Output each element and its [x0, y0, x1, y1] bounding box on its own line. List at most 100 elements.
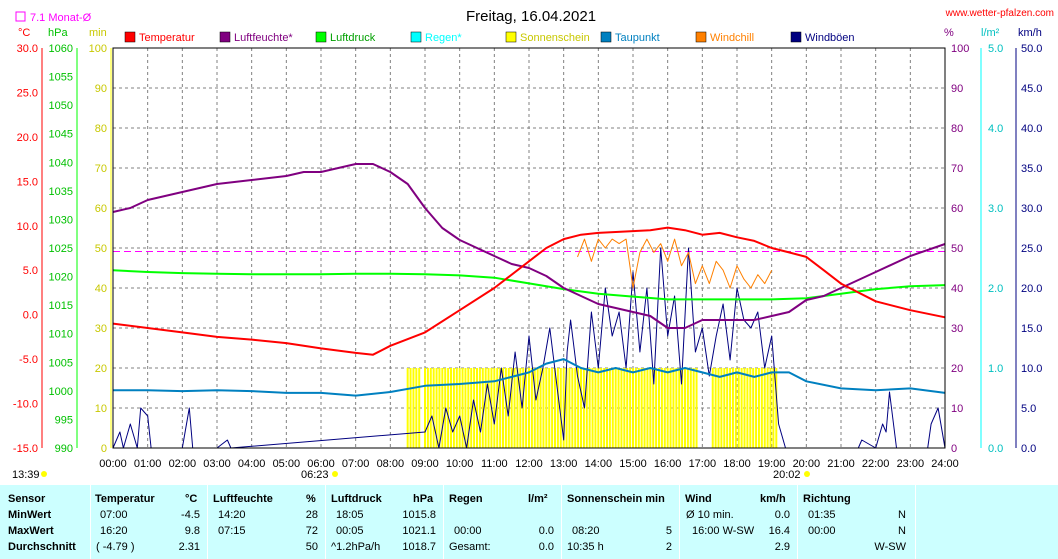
sunshine-value: 2	[665, 541, 672, 553]
humidity-value: 28	[305, 509, 318, 521]
sunset-time: 20:02	[773, 469, 801, 481]
y-tick-label-rain_l_m2: 2.0	[988, 283, 1003, 295]
column-divider	[915, 485, 916, 559]
y-tick-label-rain_l_m2: 3.0	[988, 203, 1003, 215]
y-tick-label-wind_kmh: 30.0	[1021, 203, 1042, 215]
legend-swatch	[790, 31, 802, 43]
y-tick-label-humidity_pct: 0	[951, 443, 957, 455]
y-tick-label-pressure_hpa: 1055	[49, 72, 73, 84]
x-tick-label: 04:00	[238, 458, 266, 470]
y-tick-label-pressure_hpa: 1000	[49, 386, 73, 398]
y-tick-label-pressure_hpa: 995	[55, 414, 73, 426]
row-label: MinWert	[8, 509, 52, 521]
y-tick-label-humidity_pct: 60	[951, 203, 963, 215]
x-tick-label: 03:00	[203, 458, 231, 470]
header-rain: Regen	[449, 493, 483, 505]
temp-value: 9.8	[184, 525, 200, 537]
y-tick-label-pressure_hpa: 1050	[49, 100, 73, 112]
header-rain-unit: l/m²	[528, 493, 548, 505]
column-divider	[443, 485, 444, 559]
x-tick-label: 19:00	[758, 458, 786, 470]
y-tick-label-humidity_pct: 30	[951, 323, 963, 335]
y-tick-label-sunshine_min: 0	[101, 443, 107, 455]
y-tick-label-temperature_c: -10.0	[13, 399, 38, 411]
statistics-table: Sensor Temperatur °C Luftfeuchte % Luftd…	[0, 485, 1058, 559]
header-temperature-unit: °C	[185, 493, 198, 505]
y-tick-label-pressure_hpa: 1020	[49, 272, 73, 284]
pressure-value: 1021.1	[402, 525, 436, 537]
header-direction: Richtung	[803, 493, 851, 505]
legend-swatch	[695, 31, 707, 43]
pressure-time: 00:05	[336, 525, 364, 537]
site-url: www.wetter-pfalzen.com	[945, 8, 1054, 19]
weather-chart: Freitag, 16.04.2021 www.wetter-pfalzen.c…	[12, 8, 1054, 481]
y-tick-label-wind_kmh: 25.0	[1021, 243, 1042, 255]
y-tick-label-humidity_pct: 70	[951, 163, 963, 175]
humidity-time: 07:15	[218, 525, 246, 537]
y-tick-label-temperature_c: -15.0	[13, 443, 38, 455]
y-tick-label-wind_kmh: 40.0	[1021, 123, 1042, 135]
y-tick-label-wind_kmh: 5.0	[1021, 403, 1036, 415]
row-label: MaxWert	[8, 525, 54, 537]
series-line-luftfeuchte	[112, 163, 946, 329]
x-tick-label: 18:00	[723, 458, 751, 470]
wind-value: 0.0	[774, 509, 790, 521]
legend-label: Windchill	[710, 32, 754, 44]
y-tick-label-wind_kmh: 15.0	[1021, 323, 1042, 335]
y-tick-label-sunshine_min: 50	[95, 243, 107, 255]
y-tick-label-sunshine_min: 30	[95, 323, 107, 335]
y-tick-label-humidity_pct: 40	[951, 283, 963, 295]
unit-min: min	[89, 27, 107, 39]
y-tick-label-rain_l_m2: 4.0	[988, 123, 1003, 135]
wind-time: 16:00 W-SW	[692, 525, 755, 537]
x-tick-label: 02:00	[169, 458, 197, 470]
current-time: 13:39	[12, 469, 40, 481]
y-tick-label-temperature_c: 0.0	[23, 310, 38, 322]
legend-label: Regen*	[425, 32, 462, 44]
legend-swatch	[505, 31, 517, 43]
chart-series	[112, 163, 946, 449]
x-tick-label: 23:00	[897, 458, 925, 470]
y-tick-label-pressure_hpa: 1005	[49, 357, 73, 369]
legend-swatch	[315, 31, 327, 43]
temp-time: 07:00	[100, 509, 128, 521]
x-tick-label: 21:00	[827, 458, 855, 470]
x-tick-label: 24:00	[931, 458, 959, 470]
x-tick-label: 05:00	[273, 458, 301, 470]
direction-time: 01:35	[808, 509, 836, 521]
temp-value: -4.5	[181, 509, 200, 521]
table-row: MaxWert 16:20 9.8 07:15 72 00:05 1021.1 …	[0, 523, 1058, 539]
header-wind-unit: km/h	[760, 493, 786, 505]
y-tick-label-pressure_hpa: 1030	[49, 214, 73, 226]
direction-value: N	[898, 509, 906, 521]
header-sunshine: Sonnenschein min	[567, 493, 665, 505]
temp-time: 16:20	[100, 525, 128, 537]
monthly-avg-label: 7.1 Monat-Ø	[30, 12, 92, 24]
series-line-taupunkt	[113, 358, 946, 397]
series-line-windchill	[577, 238, 773, 289]
unit-rain: l/m²	[981, 27, 1000, 39]
y-tick-label-wind_kmh: 50.0	[1021, 43, 1042, 55]
y-tick-label-pressure_hpa: 1035	[49, 186, 73, 198]
sunshine-series	[406, 368, 778, 448]
y-tick-label-humidity_pct: 10	[951, 403, 963, 415]
y-tick-label-wind_kmh: 20.0	[1021, 283, 1042, 295]
column-divider	[561, 485, 562, 559]
column-divider	[325, 485, 326, 559]
series-line-luftdruck	[112, 269, 946, 301]
sunshine-time: 08:20	[572, 525, 600, 537]
unit-wind: km/h	[1018, 27, 1042, 39]
pressure-value: 1015.8	[402, 509, 436, 521]
wind-value: 2.9	[774, 541, 790, 553]
y-tick-label-pressure_hpa: 1015	[49, 300, 73, 312]
legend-label: Sonnenschein	[520, 32, 590, 44]
x-tick-label: 14:00	[585, 458, 613, 470]
y-tick-label-humidity_pct: 20	[951, 363, 963, 375]
column-divider	[207, 485, 208, 559]
y-tick-label-temperature_c: 10.0	[17, 221, 38, 233]
x-tick-label: 22:00	[862, 458, 890, 470]
header-humidity: Luftfeuchte	[213, 493, 273, 505]
temp-value: 2.31	[178, 541, 200, 553]
y-tick-label-rain_l_m2: 1.0	[988, 363, 1003, 375]
legend-swatch	[219, 31, 231, 43]
